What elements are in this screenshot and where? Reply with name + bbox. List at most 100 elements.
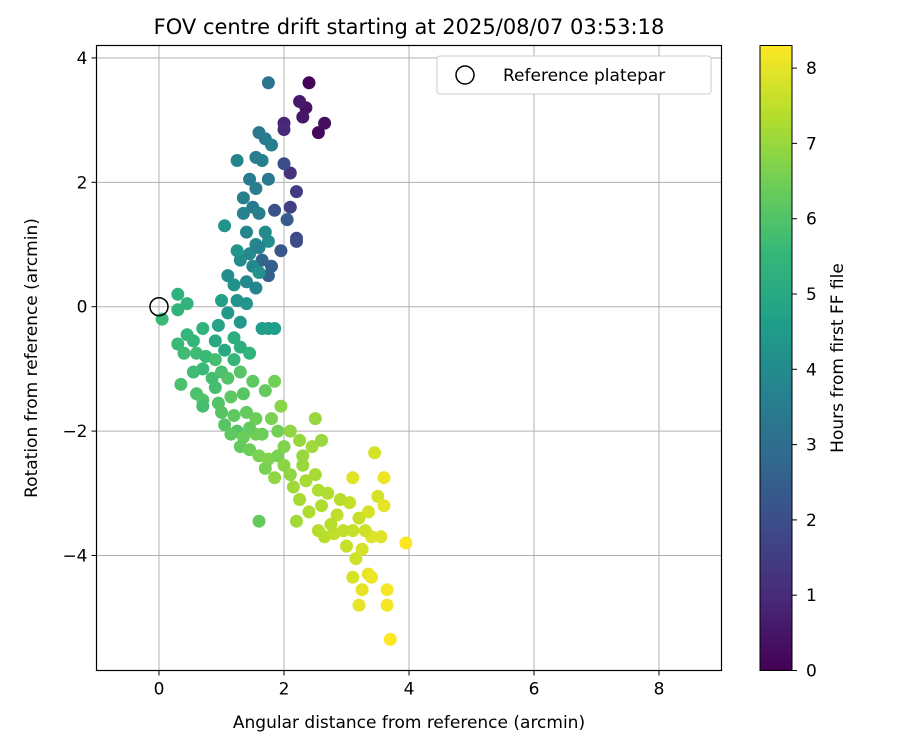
scatter-point	[243, 346, 257, 360]
scatter-point	[346, 471, 360, 485]
x-axis-label: Angular distance from reference (arcmin)	[233, 713, 585, 733]
scatter-point	[218, 343, 232, 357]
scatter-point	[296, 458, 310, 472]
scatter-point	[261, 172, 275, 186]
legend-reference-marker	[455, 65, 475, 85]
reference-platepar-marker	[149, 296, 169, 317]
scatter-point	[302, 505, 316, 519]
scatter-point	[261, 76, 275, 90]
scatter-point	[271, 424, 285, 438]
scatter-point	[252, 206, 266, 220]
colorbar-tick-label: 3	[806, 436, 817, 456]
scatter-point	[174, 377, 188, 391]
scatter-point	[368, 446, 382, 460]
scatter-point	[268, 471, 282, 485]
grid-lines	[96, 45, 722, 671]
colorbar-tick-label: 5	[806, 285, 817, 305]
scatter-point	[246, 374, 260, 388]
scatter-point	[265, 138, 278, 152]
scatter-point	[346, 524, 360, 538]
y-axis-ticks: −4 −2 0 2 4	[62, 49, 97, 566]
data-points	[155, 76, 413, 646]
scatter-point	[171, 337, 185, 351]
chart-title: FOV centre drift starting at 2025/08/07 …	[154, 15, 665, 39]
scatter-point	[265, 412, 278, 426]
scatter-point	[290, 185, 303, 199]
scatter-point	[233, 315, 247, 329]
scatter-point	[296, 110, 310, 124]
scatter-point	[277, 157, 291, 171]
scatter-point	[208, 353, 222, 367]
scatter-point	[268, 374, 282, 388]
scatter-point	[227, 353, 241, 367]
scatter-point	[277, 458, 291, 472]
scatter-point	[221, 306, 235, 320]
scatter-point	[171, 303, 185, 317]
legend-box	[436, 55, 712, 95]
scatter-point	[233, 365, 247, 379]
scatter-point	[255, 427, 269, 441]
reference-marker	[149, 296, 169, 317]
colorbar-tick-label: 1	[806, 586, 817, 606]
scatter-point	[274, 399, 288, 413]
scatter-point	[177, 346, 191, 360]
x-tick-label: 2	[279, 680, 290, 700]
scatter-point	[261, 234, 275, 248]
scatter-point	[236, 191, 250, 205]
x-tick-label: 4	[404, 680, 415, 700]
scatter-point	[211, 318, 225, 332]
scatter-point	[249, 281, 263, 295]
colorbar-tick-label: 7	[806, 134, 817, 154]
scatter-point	[243, 443, 257, 457]
scatter-point	[215, 405, 228, 419]
scatter-point	[236, 206, 250, 220]
scatter-point	[227, 409, 241, 422]
scatter-point	[305, 440, 319, 454]
scatter-point	[355, 542, 369, 556]
scatter-point	[336, 524, 350, 538]
scatter-point	[249, 412, 263, 426]
scatter-point	[352, 511, 366, 525]
y-tick-label: −2	[62, 422, 87, 442]
scatter-point	[255, 154, 269, 167]
scatter-point	[290, 514, 303, 528]
x-tick-label: 6	[529, 680, 540, 700]
scatter-point	[371, 489, 385, 503]
y-tick-label: 2	[77, 173, 88, 193]
scatter-point	[221, 371, 235, 385]
scatter-point	[340, 539, 353, 553]
scatter-point	[283, 166, 297, 180]
scatter-point	[230, 244, 244, 258]
scatter-point	[321, 486, 335, 500]
scatter-point	[240, 297, 253, 311]
scatter-point	[208, 381, 222, 394]
scatter-point	[180, 328, 194, 342]
scatter-point	[236, 387, 250, 401]
scatter-point	[215, 294, 228, 307]
scatter-point	[283, 468, 297, 482]
scatter-point	[333, 493, 347, 506]
scatter-point	[252, 241, 266, 255]
scatter-point	[243, 421, 257, 435]
scatter-point	[240, 225, 253, 239]
scatter-point	[324, 517, 338, 531]
scatter-point	[365, 570, 378, 584]
colorbar-tick-label: 6	[806, 210, 817, 230]
scatter-point	[330, 508, 344, 522]
scatter-point	[233, 340, 247, 354]
colorbar-tick-label: 2	[806, 511, 817, 531]
scatter-point	[240, 275, 253, 289]
scatter-point	[240, 405, 253, 419]
scatter-point	[224, 390, 238, 404]
scatter-point	[283, 200, 297, 214]
scatter-point	[277, 440, 291, 454]
scatter-point	[271, 449, 285, 463]
scatter-point	[180, 297, 194, 311]
scatter-point	[293, 493, 307, 506]
x-tick-label: 0	[154, 680, 165, 700]
scatter-point	[308, 412, 322, 426]
scatter-point	[293, 95, 307, 108]
scatter-point	[218, 219, 232, 233]
scatter-point	[318, 116, 332, 130]
scatter-point	[286, 480, 300, 494]
